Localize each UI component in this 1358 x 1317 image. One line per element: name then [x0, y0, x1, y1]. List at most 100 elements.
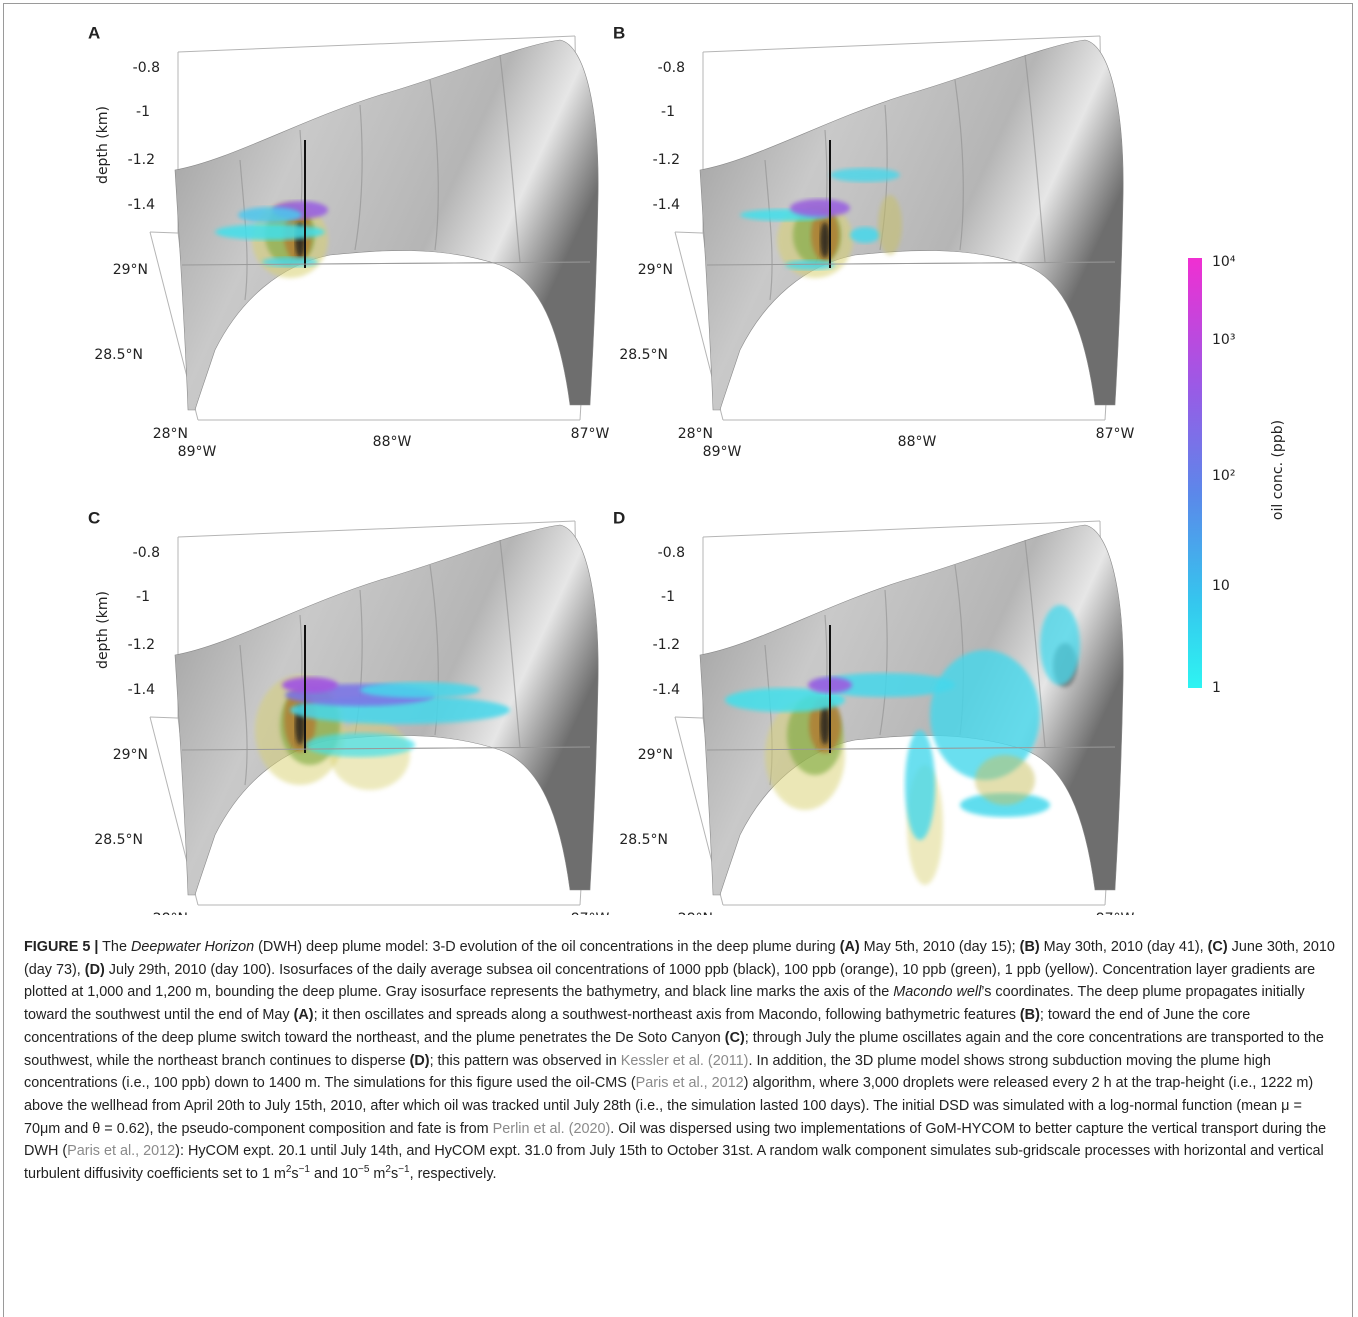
caption-run: (D)	[409, 1052, 430, 1069]
panel-label: B	[613, 23, 625, 42]
longitude-tick-label: 89°W	[178, 444, 217, 460]
depth-tick-label: -1.4	[128, 682, 155, 698]
bathymetry-surface	[174, 39, 599, 411]
plume-isosurface	[815, 673, 955, 697]
panel-label: D	[613, 508, 625, 527]
caption-run: (B)	[1019, 939, 1040, 955]
bathymetry-ridge	[1024, 54, 1046, 263]
superscript: −1	[398, 1164, 410, 1176]
figure-frame	[3, 3, 1353, 1317]
colorbar-tick: 10	[1212, 578, 1230, 594]
latitude-tick-label: 28°N	[153, 911, 188, 915]
plot-panel: D-0.8-1-1.2-1.429°N28.5°N28°N89°W88°W87°…	[613, 508, 1134, 915]
plume-isosurface	[1040, 605, 1080, 685]
depth-tick-label: -0.8	[658, 60, 685, 76]
citation-link[interactable]: Perlin et al. (2020)	[492, 1120, 611, 1137]
superscript: −1	[298, 1164, 310, 1176]
plume-isosurface	[725, 688, 845, 712]
plot-panel: B -0.8 -1 -1.2 -1.4 29°N 28.5°N 28°N 89°W 88°W 87°…	[613, 23, 1134, 460]
latitude-tick-label: 29°N	[638, 262, 673, 278]
caption-run: FIGURE 5 |	[24, 939, 99, 955]
caption-run: (A)	[839, 939, 860, 955]
caption-run: May 5th, 2010 (day 15);	[859, 939, 1020, 955]
caption-run: and 10	[310, 1166, 359, 1183]
plume-isosurface	[360, 682, 480, 698]
plume-isosurface	[850, 227, 880, 243]
axis-box-line	[702, 35, 1101, 53]
caption-run: (DWH) deep plume model: 3-D evolution of…	[254, 939, 840, 955]
depth-tick-label: -0.8	[133, 60, 160, 76]
depth-tick-label: -0.8	[658, 545, 685, 561]
longitude-tick-label: 89°W	[703, 444, 742, 460]
caption-run: ; it then oscillates and spreads along a…	[313, 1007, 1020, 1024]
caption-run: May 30th, 2010 (day 41),	[1039, 939, 1208, 955]
depth-tick-label: -0.8	[133, 545, 160, 561]
caption-run: July 29th, 2010 (day 100). Isosurfaces o…	[24, 961, 1316, 1001]
latitude-tick-label: 28.5°N	[619, 832, 668, 848]
bathymetry-surface	[699, 39, 1124, 411]
caption-run: (B)	[1019, 1007, 1040, 1024]
caption-run: ’s coordinates. The deep plume propagate…	[24, 984, 1305, 1024]
caption-run: (C)	[724, 1029, 745, 1046]
colorbar-tick: 1	[1212, 680, 1221, 696]
latitude-tick-label: 29°N	[113, 747, 148, 763]
bathymetry-ridge	[954, 79, 964, 251]
citation-link[interactable]: Paris et al., 2012	[635, 1075, 744, 1092]
bathymetry-ridge	[239, 644, 248, 786]
caption-run: June 30th, 2010 (day 73),	[24, 939, 1335, 978]
depth-tick-label: -1.4	[128, 197, 155, 213]
depth-tick-label: -1.4	[653, 197, 680, 213]
caption-run: ): HyCOM expt. 20.1 until July 14th, and…	[24, 1143, 1324, 1183]
caption-run: Macondo well	[893, 984, 982, 1001]
colorbar-tick: 10⁴	[1212, 254, 1236, 270]
depth-tick-label: -1.4	[653, 682, 680, 698]
plume-isosurface	[215, 224, 325, 240]
panel-label: C	[88, 508, 100, 527]
figure: oil conc. (ppb) 10⁴ 10³ 10² 10 1 Adepth …	[88, 23, 1286, 915]
plume-isosurface	[282, 677, 338, 693]
latitude-tick-label: 28.5°N	[94, 832, 143, 848]
plume-isosurface	[830, 168, 900, 182]
depth-tick-label: -1	[136, 104, 150, 120]
depth-tick-label: -1.2	[128, 637, 155, 653]
superscript: 2	[285, 1164, 292, 1176]
caption-run: s	[390, 1166, 399, 1183]
depth-tick-label: -1.2	[128, 152, 155, 168]
depth-tick-label: -1	[661, 589, 675, 605]
longitude-tick-label: 87°W	[1096, 426, 1135, 442]
colorbar-tick: 10³	[1212, 332, 1235, 348]
latitude-tick-label: 29°N	[113, 262, 148, 278]
latitude-tick-label: 28°N	[153, 426, 188, 442]
plume-isosurface	[878, 195, 902, 255]
citation-link[interactable]: Kessler et al. (2011)	[620, 1052, 749, 1069]
caption-run: (A)	[293, 1007, 314, 1024]
axis-box-line	[706, 261, 1116, 266]
colorbar-tick: 10²	[1212, 468, 1235, 484]
latitude-tick-label: 28.5°N	[94, 347, 143, 363]
longitude-tick-label: 87°W	[571, 911, 610, 915]
superscript: −5	[358, 1164, 370, 1176]
axis-title: depth (km)	[95, 591, 111, 669]
colorbar	[1188, 258, 1202, 688]
bathymetry-surface	[699, 524, 1124, 896]
caption-run: m	[369, 1166, 386, 1183]
caption-run: ; through July the plume oscillates agai…	[24, 1029, 1324, 1069]
bathymetry-ridge	[354, 104, 363, 251]
latitude-tick-label: 28°N	[678, 426, 713, 442]
citation-link[interactable]: Paris et al., 2012	[67, 1143, 176, 1160]
axis-box-line	[177, 35, 576, 53]
depth-tick-label: -1.2	[653, 152, 680, 168]
depth-tick-label: -1.2	[653, 637, 680, 653]
longitude-tick-label: 88°W	[373, 434, 412, 450]
caption-run: The	[98, 939, 131, 955]
bathymetry-ridge	[429, 79, 439, 251]
bathymetry-ridge	[499, 539, 521, 748]
plume-isosurface	[820, 705, 830, 745]
axis-box-line	[181, 261, 591, 266]
plume-isosurface	[238, 207, 302, 223]
plume-isosurface	[305, 733, 415, 757]
bathymetry-ridge	[499, 54, 521, 263]
